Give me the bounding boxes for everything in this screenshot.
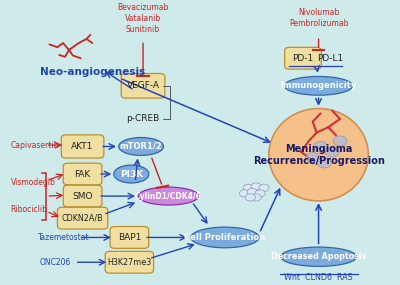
FancyBboxPatch shape xyxy=(121,74,165,98)
Text: Wnt  CLND6  RAS: Wnt CLND6 RAS xyxy=(284,273,353,282)
Text: Bevacizumab
Vatalanib
Sunitinib: Bevacizumab Vatalanib Sunitinib xyxy=(117,3,169,34)
Text: Decreased Apoptosis: Decreased Apoptosis xyxy=(271,252,366,261)
Text: SMO: SMO xyxy=(72,192,93,201)
Ellipse shape xyxy=(284,76,353,95)
Text: AKT1: AKT1 xyxy=(72,142,94,151)
Ellipse shape xyxy=(191,227,259,248)
Text: PD-L1: PD-L1 xyxy=(317,54,343,63)
Circle shape xyxy=(259,184,269,192)
Text: Nivolumab
Pembrolizumab: Nivolumab Pembrolizumab xyxy=(289,8,348,28)
Text: PI3K: PI3K xyxy=(120,170,143,178)
Circle shape xyxy=(306,152,320,162)
FancyBboxPatch shape xyxy=(285,47,321,69)
Ellipse shape xyxy=(119,137,164,155)
Text: p-CREB: p-CREB xyxy=(126,114,160,123)
Text: Cell Proliferation: Cell Proliferation xyxy=(184,233,266,242)
Circle shape xyxy=(255,190,265,197)
Text: VEGF-A: VEGF-A xyxy=(126,81,160,90)
Text: CDKN2A/B: CDKN2A/B xyxy=(62,214,104,223)
Text: H3K27me3: H3K27me3 xyxy=(107,258,152,267)
Text: Vismodegib: Vismodegib xyxy=(10,178,55,187)
Circle shape xyxy=(245,194,255,201)
Circle shape xyxy=(317,158,332,168)
Circle shape xyxy=(333,136,347,146)
Circle shape xyxy=(247,188,257,196)
Circle shape xyxy=(314,141,328,151)
Circle shape xyxy=(239,190,250,197)
Circle shape xyxy=(251,183,261,190)
Ellipse shape xyxy=(269,109,368,201)
Text: mTOR1/2: mTOR1/2 xyxy=(120,142,162,151)
Circle shape xyxy=(251,194,261,201)
Text: Tazemetostat: Tazemetostat xyxy=(38,233,89,242)
Ellipse shape xyxy=(138,187,199,205)
Text: Meningioma
Recurrence/Progression: Meningioma Recurrence/Progression xyxy=(253,144,384,166)
Circle shape xyxy=(243,184,254,192)
FancyBboxPatch shape xyxy=(58,207,108,229)
Text: Immunogenicity: Immunogenicity xyxy=(280,81,357,90)
Text: PD-1: PD-1 xyxy=(292,54,314,63)
Text: Ribociclib: Ribociclib xyxy=(10,205,48,214)
Text: ONC206: ONC206 xyxy=(40,258,71,267)
FancyBboxPatch shape xyxy=(63,163,102,185)
Text: FAK: FAK xyxy=(74,170,91,178)
FancyBboxPatch shape xyxy=(110,227,149,248)
FancyBboxPatch shape xyxy=(63,185,102,207)
Text: Neo-angiogenesis: Neo-angiogenesis xyxy=(40,67,145,77)
FancyBboxPatch shape xyxy=(61,135,104,158)
Text: CylinD1/CDK4/6: CylinD1/CDK4/6 xyxy=(135,192,202,201)
Ellipse shape xyxy=(114,165,149,183)
Ellipse shape xyxy=(280,247,356,266)
Text: Capivasertib: Capivasertib xyxy=(10,141,59,150)
FancyBboxPatch shape xyxy=(105,251,154,273)
Text: BAP1: BAP1 xyxy=(118,233,141,242)
Circle shape xyxy=(325,147,339,157)
